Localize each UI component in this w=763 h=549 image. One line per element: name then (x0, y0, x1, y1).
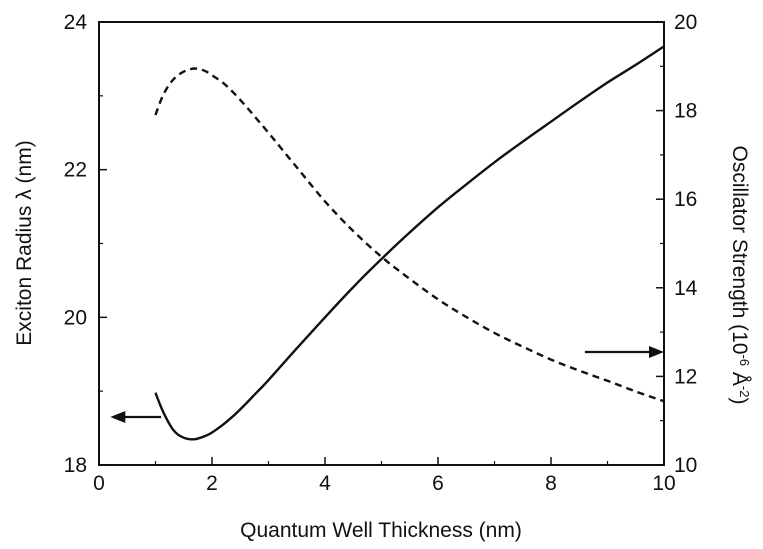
right-y-axis: 10 12 14 16 18 20 (656, 11, 698, 477)
y-right-tick-label: 18 (674, 100, 697, 123)
x-tick-label: 8 (545, 472, 557, 495)
y-right-tick-label: 20 (674, 11, 697, 34)
right-y-label-exponent-2: -2 (738, 386, 753, 398)
x-axis-label: Quantum Well Thickness (nm) (240, 519, 522, 542)
y-right-tick-label: 12 (674, 365, 697, 388)
x-tick-label: 10 (652, 472, 675, 495)
arrow-head-icon (649, 346, 664, 359)
arrow-to-left-axis (110, 411, 162, 424)
y-right-tick-label: 14 (674, 277, 698, 300)
y-left-tick-label: 18 (64, 454, 87, 477)
right-y-label-exponent-1: -6 (738, 354, 753, 366)
oscillator-strength-line (154, 67, 665, 403)
annotation-layer (110, 346, 664, 424)
right-y-label-unit: Å (728, 366, 751, 386)
left-y-axis: 18 20 22 24 (64, 11, 107, 477)
series-layer (154, 45, 665, 441)
x-tick-label: 2 (206, 472, 218, 495)
y-left-tick-label: 20 (64, 306, 87, 329)
right-y-label-prefix: Oscillator Strength (10 (728, 146, 751, 355)
y-left-tick-label: 22 (64, 159, 87, 182)
y-right-tick-label: 10 (674, 454, 697, 477)
exciton-radius-line (154, 45, 665, 441)
left-y-axis-label: Exciton Radius λ (nm) (13, 140, 36, 345)
x-axis: 0 2 4 6 8 10 (93, 457, 676, 495)
arrow-head-icon (110, 411, 126, 424)
x-tick-label: 6 (432, 472, 444, 495)
y-right-tick-label: 16 (674, 188, 697, 211)
x-tick-label: 0 (93, 472, 105, 495)
y-left-tick-label: 24 (64, 11, 88, 34)
arrow-to-right-axis (584, 346, 664, 359)
right-y-axis-label: Oscillator Strength (10-6 Å-2) (728, 146, 753, 405)
right-y-label-suffix: ) (728, 397, 751, 404)
x-tick-label: 4 (319, 472, 331, 495)
